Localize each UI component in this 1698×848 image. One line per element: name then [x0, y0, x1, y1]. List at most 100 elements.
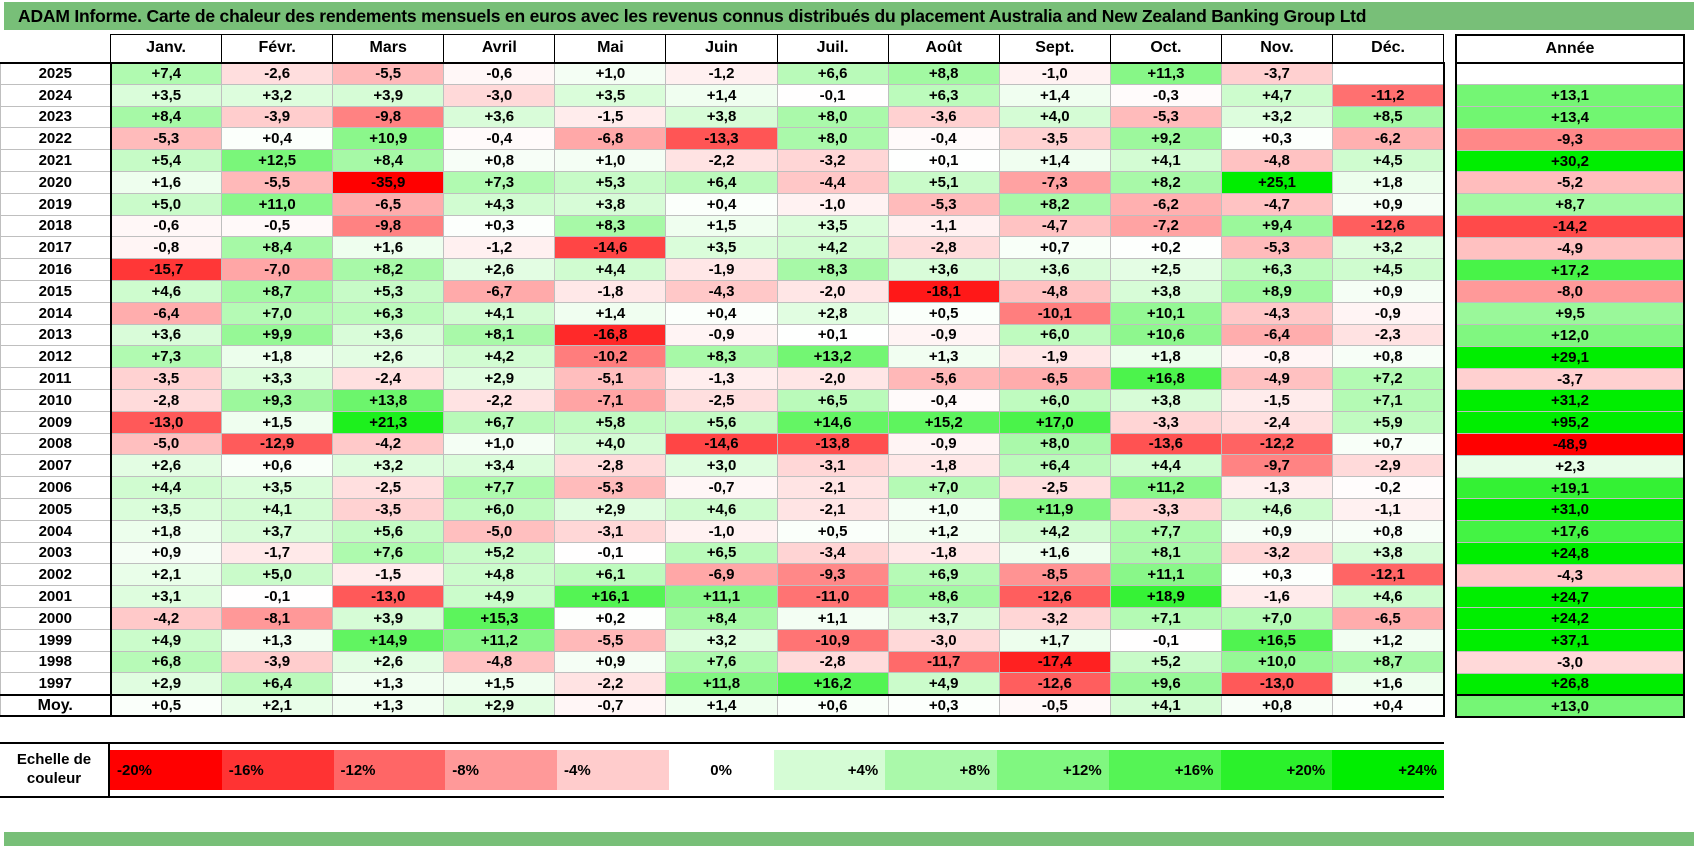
cell-2019-sept: +8,2	[998, 192, 1111, 216]
table-row-annual: +13,1	[1455, 84, 1685, 108]
column-header-déc: Déc.	[1332, 34, 1445, 63]
annual-cell-2007: +2,3	[1455, 454, 1685, 478]
cell-2012-mai: -10,2	[554, 345, 667, 369]
row-label-2010: 2010	[0, 388, 111, 412]
table-row: 2020 +1,6 -5,5 -35,9 +7,3 +5,3 +6,4 -4,4 +5,1 -7,…	[0, 170, 1445, 194]
cell-2003-janv: +0,9	[109, 541, 223, 565]
cell-2009-oct: -3,3	[1109, 410, 1222, 434]
cell-1999-oct: -0,1	[1109, 628, 1222, 652]
table-row-annual: -4,3	[1455, 563, 1685, 587]
cell-2011-nov: -4,9	[1220, 367, 1334, 390]
cell-2021-mars: +8,4	[332, 149, 445, 172]
cell-2005-nov: +4,6	[1220, 497, 1334, 521]
row-label-2009: 2009	[0, 410, 111, 434]
cell-2004-août: +1,2	[887, 519, 1000, 543]
cell-2006-juil: -2,1	[776, 476, 889, 499]
cell-1999-mai: -5,5	[554, 628, 667, 652]
row-label-2002: 2002	[0, 563, 111, 587]
table-row: 2010 -2,8 +9,3 +13,8 -2,2 -7,1 -2,5 +6,5 -0,4 +6,…	[0, 388, 1445, 412]
cell-2007-août: -1,8	[887, 454, 1000, 478]
cell-2024-mai: +3,5	[554, 83, 667, 107]
cell-2012-mars: +2,6	[332, 345, 445, 369]
cell-2016-oct: +2,5	[1109, 258, 1222, 281]
table-row: 2012 +7,3 +1,8 +2,6 +4,2 -10,2 +8,3 +13,2 +1,3 -1…	[0, 345, 1445, 369]
table-row-annual: -48,9	[1455, 433, 1685, 456]
cell-2009-août: +15,2	[887, 410, 1000, 434]
table-row: 2017 -0,8 +8,4 +1,6 -1,2 -14,6 +3,5 +4,2 -2,8 +0,…	[0, 236, 1445, 260]
page-title: ADAM Informe. Carte de chaleur des rende…	[18, 5, 1367, 26]
annual-cell-2000: +24,2	[1455, 607, 1685, 631]
table-row-annual: -3,7	[1455, 367, 1685, 391]
table-row: 2011 -3,5 +3,3 -2,4 +2,9 -5,1 -1,3 -2,0 -5,6 -6,5…	[0, 367, 1445, 390]
cell-2018-déc: -12,6	[1332, 214, 1445, 238]
cell-1999-déc: +1,2	[1332, 628, 1445, 652]
row-label-2025: 2025	[0, 61, 111, 85]
cell-2021-juil: -3,2	[776, 149, 889, 172]
cell-1999-août: -3,0	[887, 628, 1000, 652]
cell-Moy.-oct: +4,1	[1109, 693, 1222, 718]
row-label-2019: 2019	[0, 192, 111, 216]
cell-2016-août: +3,6	[887, 258, 1000, 281]
cell-2004-févr: +3,7	[221, 519, 334, 543]
table-row-annual: -3,0	[1455, 651, 1685, 674]
cell-2018-août: -1,1	[887, 214, 1000, 238]
table-row: 2022 -5,3 +0,4 +10,9 -0,4 -6,8 -13,3 +8,0 -0,4 -3…	[0, 127, 1445, 151]
legend-swatch-m16: -16%	[221, 750, 334, 790]
cell-2015-févr: +8,7	[221, 279, 334, 303]
cell-2016-sept: +3,6	[998, 258, 1111, 281]
row-label-2017: 2017	[0, 236, 111, 260]
cell-2019-août: -5,3	[887, 192, 1000, 216]
cell-2004-déc: +0,8	[1332, 519, 1445, 543]
cell-2014-déc: -0,9	[1332, 301, 1445, 325]
cell-2005-oct: -3,3	[1109, 497, 1222, 521]
cell-2024-nov: +4,7	[1220, 83, 1334, 107]
cell-2002-nov: +0,3	[1220, 563, 1334, 587]
cell-Moy.-avril: +2,9	[443, 693, 556, 718]
cell-2004-avril: -5,0	[443, 519, 556, 543]
cell-2025-avril: -0,6	[443, 61, 556, 85]
table-row: 2015 +4,6 +8,7 +5,3 -6,7 -1,8 -4,3 -2,0 -18,1 -4,…	[0, 279, 1445, 303]
annual-cell-2024: +13,1	[1455, 84, 1685, 108]
cell-2010-mars: +13,8	[332, 388, 445, 412]
cell-2017-avril: -1,2	[443, 236, 556, 260]
table-row: 2004 +1,8 +3,7 +5,6 -5,0 -3,1 -1,0 +0,5 +1,2 +4,2…	[0, 519, 1445, 543]
cell-2025-juin: -1,2	[665, 61, 778, 85]
cell-2005-sept: +11,9	[998, 497, 1111, 521]
cell-1998-août: -11,7	[887, 650, 1000, 674]
cell-2002-mai: +6,1	[554, 563, 667, 587]
cell-2013-août: -0,9	[887, 323, 1000, 347]
cell-2008-févr: -12,9	[221, 432, 334, 456]
cell-2013-avril: +8,1	[443, 323, 556, 347]
cell-2021-févr: +12,5	[221, 149, 334, 172]
cell-2022-août: -0,4	[887, 127, 1000, 151]
column-header-août: Août	[887, 34, 1000, 63]
cell-2000-sept: -3,2	[998, 606, 1111, 630]
cell-2014-août: +0,5	[887, 301, 1000, 325]
column-header-févr: Févr.	[221, 34, 334, 63]
cell-2001-mars: -13,0	[332, 585, 445, 608]
table-row: 2013 +3,6 +9,9 +3,6 +8,1 -16,8 -0,9 +0,1 -0,9 +6,…	[0, 323, 1445, 347]
cell-2008-sept: +8,0	[998, 432, 1111, 456]
cell-2020-oct: +8,2	[1109, 170, 1222, 194]
cell-2002-août: +6,9	[887, 563, 1000, 587]
cell-2002-oct: +11,1	[1109, 563, 1222, 587]
row-label-2016: 2016	[0, 258, 111, 281]
cell-2003-août: -1,8	[887, 541, 1000, 565]
cell-2013-févr: +9,9	[221, 323, 334, 347]
cell-2024-sept: +1,4	[998, 83, 1111, 107]
color-scale-label-line1: Echelle de	[16, 751, 92, 769]
cell-1999-févr: +1,3	[221, 628, 334, 652]
cell-2010-sept: +6,0	[998, 388, 1111, 412]
cell-2004-sept: +4,2	[998, 519, 1111, 543]
cell-2005-mars: -3,5	[332, 497, 445, 521]
annual-cell-2012: +29,1	[1455, 345, 1685, 369]
table-row-annual: +9,5	[1455, 302, 1685, 326]
annual-cell-2001: +24,7	[1455, 585, 1685, 609]
annual-cell-2022: -9,3	[1455, 127, 1685, 151]
cell-2021-déc: +4,5	[1332, 149, 1445, 172]
cell-2015-janv: +4,6	[109, 279, 223, 303]
cell-2004-janv: +1,8	[109, 519, 223, 543]
cell-2001-avril: +4,9	[443, 585, 556, 608]
cell-Moy.-mars: +1,3	[332, 693, 445, 718]
cell-2006-janv: +4,4	[109, 476, 223, 499]
